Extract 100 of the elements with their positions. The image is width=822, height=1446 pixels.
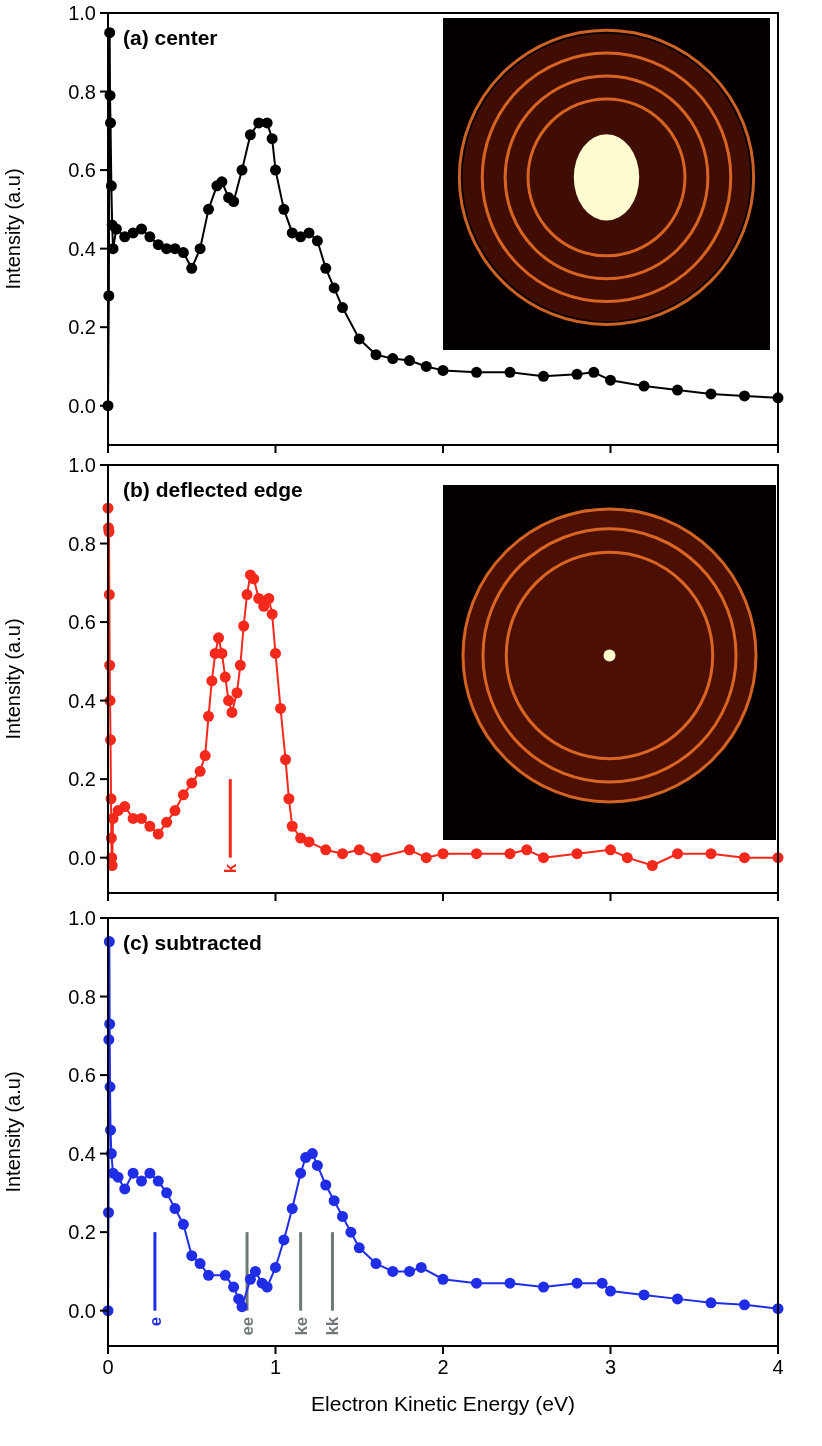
point (387, 353, 399, 365)
y-tick-label: 1.0 (68, 907, 96, 929)
point (186, 262, 198, 274)
point (705, 1297, 717, 1309)
point (320, 262, 332, 274)
point (110, 223, 122, 235)
ref-line-label: k (221, 863, 241, 874)
point (320, 1179, 332, 1191)
point (306, 1148, 318, 1160)
y-tick-label: 0.0 (68, 1299, 96, 1322)
point (471, 366, 482, 378)
point (119, 1183, 131, 1195)
point (739, 390, 750, 402)
point (538, 370, 549, 382)
x-axis-title: Electron Kinetic Energy (eV) (311, 1392, 575, 1415)
point (387, 1265, 399, 1277)
y-tick-label: 0.8 (68, 985, 96, 1008)
point (370, 1258, 382, 1270)
point (345, 1226, 357, 1238)
ref-line-label: ee (238, 1316, 258, 1336)
point (161, 1187, 173, 1199)
point (194, 1258, 206, 1270)
point (303, 227, 315, 239)
text: (b) deflected edge (123, 478, 303, 501)
y-tick-label: 1.0 (68, 2, 96, 24)
point (144, 1167, 156, 1179)
point (328, 282, 340, 294)
point (278, 203, 290, 215)
point (177, 247, 189, 259)
x-tick-label: 2 (437, 1356, 449, 1378)
y-tick-label: 0.6 (68, 159, 96, 182)
point (404, 355, 415, 367)
point (471, 1277, 482, 1289)
point (504, 1277, 516, 1289)
point (144, 231, 156, 243)
point (571, 1277, 583, 1289)
point (638, 380, 650, 392)
x-tick-label: 0 (102, 1356, 114, 1378)
point (311, 1159, 323, 1171)
point (672, 384, 683, 396)
point (437, 364, 449, 376)
point (337, 1210, 348, 1222)
y-axis-title: Intensity (a.u) (2, 168, 24, 290)
text: (a) center (123, 26, 218, 49)
y-tick-label: 1.0 (68, 454, 96, 476)
point (420, 360, 432, 372)
point (203, 203, 214, 215)
y-tick-label: 0.8 (68, 532, 96, 555)
point (236, 164, 248, 176)
point (311, 235, 323, 247)
point (177, 1218, 189, 1230)
point (219, 1269, 231, 1281)
point (588, 366, 600, 378)
point (404, 1265, 415, 1277)
point (127, 1167, 139, 1179)
x-tick-label: 3 (604, 1356, 617, 1378)
y-axis-title: Intensity (a.u) (2, 618, 24, 740)
point (605, 1285, 616, 1297)
ref-line-label: kk (323, 1316, 343, 1336)
point (136, 1175, 147, 1187)
point (270, 164, 281, 176)
point (203, 1269, 214, 1281)
point (596, 1277, 608, 1289)
point (278, 1234, 290, 1246)
point (437, 1273, 449, 1285)
point (370, 349, 382, 361)
y-tick-label: 0.2 (68, 316, 96, 339)
point (328, 1195, 340, 1207)
y-tick-label: 0.6 (68, 611, 96, 634)
point (295, 1167, 307, 1179)
point (244, 1273, 256, 1285)
point (228, 1281, 240, 1293)
y-tick-label: 0.6 (68, 1064, 96, 1087)
y-tick-label: 0.4 (68, 237, 96, 260)
point (216, 176, 228, 188)
y-tick-label: 0.8 (68, 80, 96, 103)
point (415, 1261, 427, 1273)
y-tick-label: 0.0 (68, 394, 96, 417)
point (194, 243, 206, 255)
point (571, 368, 583, 380)
point (672, 1293, 683, 1305)
point (353, 333, 365, 345)
point (353, 1242, 365, 1254)
point (119, 231, 131, 243)
point (270, 1261, 281, 1273)
point (249, 1265, 261, 1277)
point (286, 1203, 298, 1215)
point (705, 388, 717, 400)
point (228, 196, 240, 208)
point (261, 1281, 273, 1293)
point (152, 1175, 164, 1187)
point (266, 133, 278, 145)
point (152, 239, 164, 251)
point (244, 129, 256, 141)
y-axis-title: Intensity (a.u) (2, 1071, 24, 1193)
x-tick-label: 1 (269, 1356, 282, 1378)
point (337, 302, 348, 314)
point (136, 223, 147, 235)
point (169, 243, 181, 255)
y-tick-label: 0.0 (68, 846, 96, 869)
